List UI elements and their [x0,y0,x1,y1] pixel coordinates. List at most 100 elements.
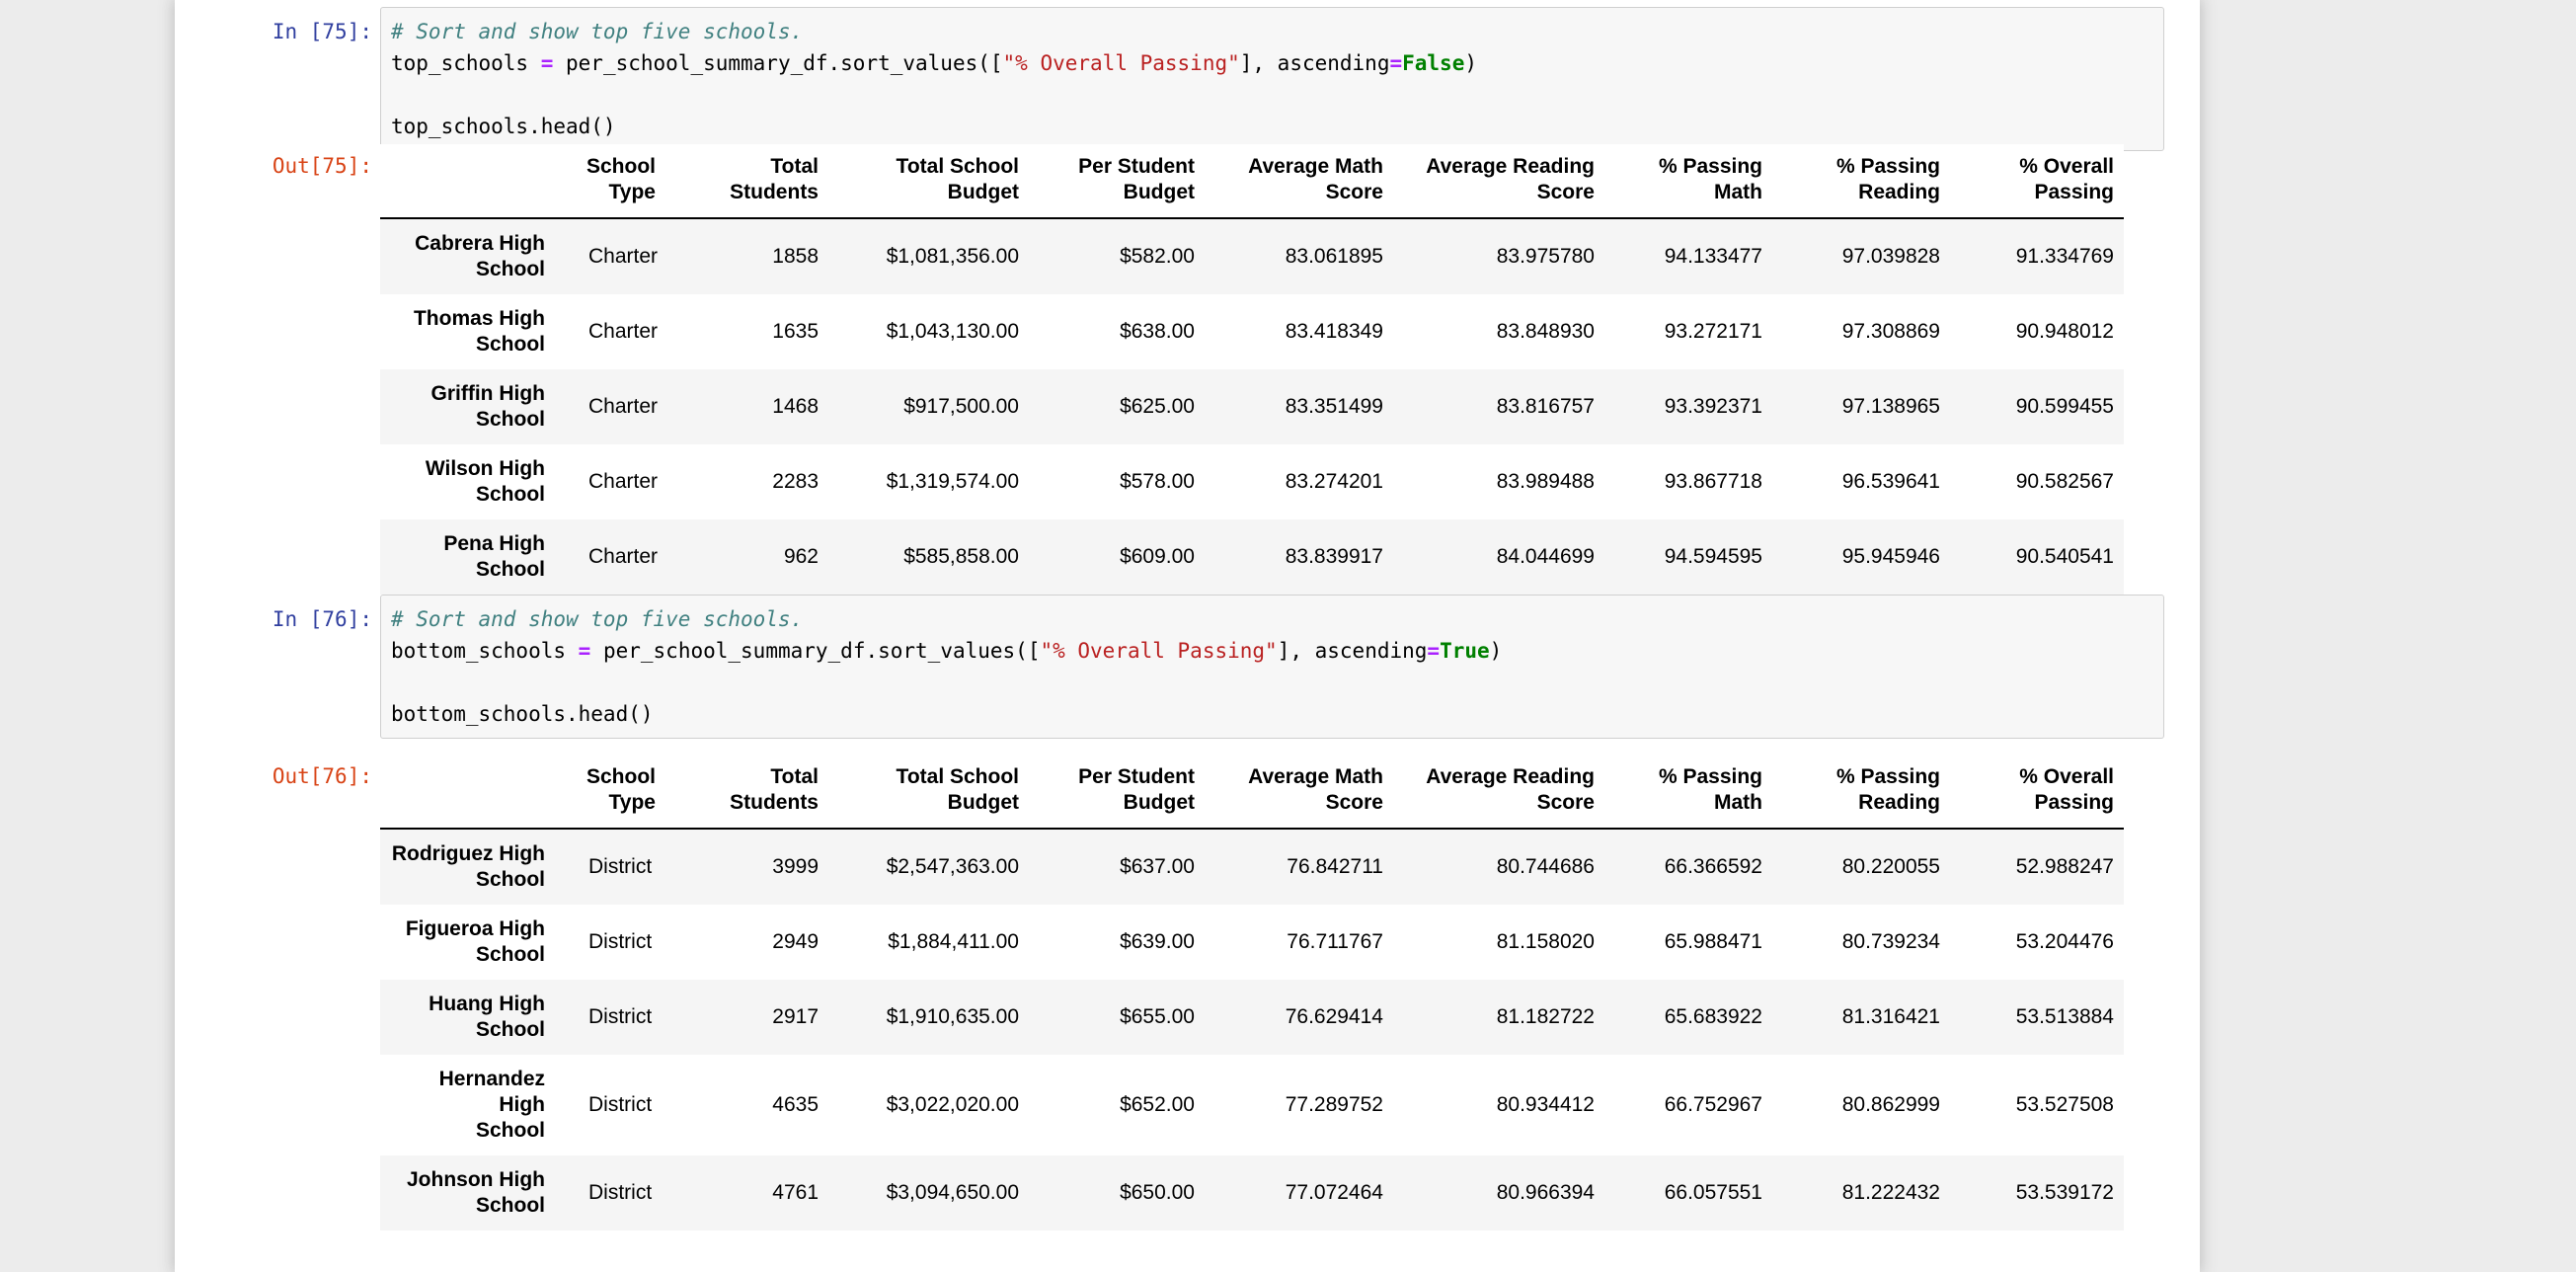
table-row: Johnson High School District 4761 $3,094,650… [380,1155,2124,1231]
cell: 76.711767 [1287,930,1383,953]
column-header: School Type [555,755,665,830]
code-token: "% Overall Passing" [1040,639,1278,663]
header-row: School Type Total Students Total School Budge… [380,144,2124,219]
cell: Charter [588,395,659,418]
cell: 81.316421 [1841,1005,1940,1028]
code-token: top_schools [391,51,541,75]
cell: District [588,855,653,878]
cell: $1,043,130.00 [886,320,1019,343]
code-input-75[interactable]: # Sort and show top five schools. top_sch… [380,7,2164,151]
cell: 66.057551 [1664,1181,1762,1204]
column-header: % Passing Reading [1772,144,1950,219]
code-line: top_schools.head() [391,111,2153,142]
cell: 1635 [772,320,819,343]
code-token: top_schools.head() [391,115,616,138]
column-header: Total Students [665,144,828,219]
cell: 53.527508 [2015,1093,2114,1116]
column-header: % Overall Passing [1950,755,2124,830]
cell: 93.392371 [1664,395,1762,418]
table-row: Pena High School Charter 962 $585,858.00 $609… [380,519,2124,595]
cell: 80.744686 [1496,855,1595,878]
cell: $578.00 [1120,470,1195,493]
cell: 77.072464 [1285,1181,1383,1204]
column-header: Average Reading Score [1393,755,1604,830]
code-token: ) [1489,639,1503,663]
cell-content: # Sort and show top five schools. top_sch… [380,7,2164,176]
cell: 90.948012 [2015,320,2114,343]
cell: $1,910,635.00 [886,1005,1019,1028]
cell: 84.044699 [1496,545,1595,568]
row-header: Wilson High School [425,457,545,506]
cell: $652.00 [1120,1093,1195,1116]
cell: Charter [588,545,659,568]
table-row: Huang High School District 2917 $1,910,635.0… [380,980,2124,1055]
code-input-76[interactable]: # Sort and show top five schools. bottom_… [380,595,2164,739]
column-header: Per Student Budget [1029,144,1205,219]
index-corner [380,144,555,219]
table-row: Hernandez High School District 4635 $3,022,0… [380,1055,2124,1155]
code-token: = [1389,51,1403,75]
cell: 83.848930 [1496,320,1595,343]
row-header: Cabrera High School [415,232,545,280]
code-token: bottom_schools [391,639,579,663]
cell: 83.989488 [1496,470,1595,493]
code-line: # Sort and show top five schools. [391,16,2153,47]
cell: $917,500.00 [903,395,1019,418]
cell: $638.00 [1120,320,1195,343]
cell: 76.629414 [1285,1005,1383,1028]
cell: 66.366592 [1664,855,1762,878]
notebook-panel: In [75]: # Sort and show top five school… [175,0,2200,1272]
index-corner [380,755,555,830]
code-line: top_schools = per_school_summary_df.sort… [391,47,2153,79]
cell: 1858 [772,245,819,268]
table-row: Thomas High School Charter 1635 $1,043,130.0… [380,294,2124,369]
code-cell-76: In [76]: # Sort and show top five school… [175,595,2200,739]
cell: 53.513884 [2015,1005,2114,1028]
cell: 81.182722 [1496,1005,1595,1028]
cell: 91.334769 [2015,245,2114,268]
cell: $1,319,574.00 [886,470,1019,493]
cell: 95.945946 [1841,545,1940,568]
code-line: # Sort and show top five schools. [391,603,2153,635]
cell: $585,858.00 [903,545,1019,568]
cell: 80.862999 [1841,1093,1940,1116]
cell: District [588,1093,653,1116]
code-cell-75: In [75]: # Sort and show top five school… [175,7,2200,176]
column-header: Average Reading Score [1393,144,1604,219]
code-token: ], ascending [1239,51,1390,75]
code-token: = [540,51,554,75]
cell: 53.204476 [2015,930,2114,953]
table-row: Rodriguez High School District 3999 $2,547,3… [380,829,2124,905]
code-token: True [1440,639,1490,663]
cell: 94.594595 [1664,545,1762,568]
out-prompt-75: Out[75]: [272,154,372,178]
cell: 97.138965 [1841,395,1940,418]
column-header: Average Math Score [1205,755,1393,830]
row-header: Figueroa High School [405,917,545,966]
cell: 83.418349 [1285,320,1383,343]
cell: 66.752967 [1664,1093,1762,1116]
dataframe-table-76: School Type Total Students Total School Budge… [380,755,2124,1231]
cell: 53.539172 [2015,1181,2114,1204]
cell: 2949 [772,930,819,953]
row-header: Johnson High School [407,1168,545,1217]
table-row: Griffin High School Charter 1468 $917,500.00… [380,369,2124,444]
table-row: Figueroa High School District 2949 $1,884,41… [380,905,2124,980]
code-token: = [578,639,591,663]
code-line [391,79,2153,111]
cell: 90.582567 [2015,470,2114,493]
cell: 2917 [772,1005,819,1028]
code-token: per_school_summary_df.sort_values([ [553,51,1003,75]
cell: $3,022,020.00 [886,1093,1019,1116]
cell: Charter [588,470,659,493]
cell: 97.039828 [1841,245,1940,268]
column-header: School Type [555,144,665,219]
cell: 83.975780 [1496,245,1595,268]
table-row: Wilson High School Charter 2283 $1,319,574.0… [380,444,2124,519]
column-header: Average Math Score [1205,144,1393,219]
column-header: % Passing Math [1604,144,1772,219]
dataframe-table-75: School Type Total Students Total School Budge… [380,144,2124,595]
cell: $650.00 [1120,1181,1195,1204]
cell: 93.867718 [1664,470,1762,493]
output-75: Out[75]: School Type Total Students Total Sc… [175,144,2200,595]
